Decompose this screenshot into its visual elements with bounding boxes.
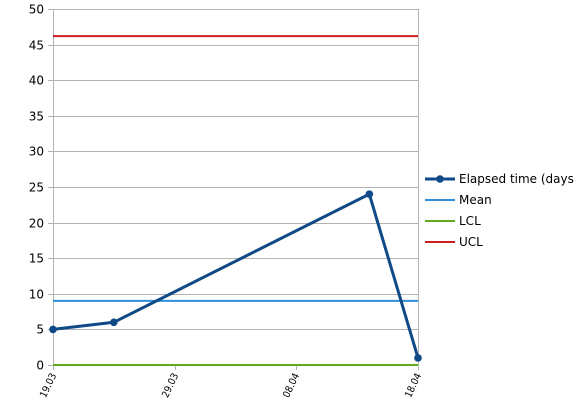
y-tick-label: 45	[29, 39, 44, 53]
axes	[48, 9, 419, 370]
series-line-elapsed-time-days	[52, 192, 420, 359]
series-lines	[49, 35, 422, 366]
legend-label: Mean	[459, 193, 492, 207]
grid-lines	[53, 9, 418, 366]
y-tick-label: 35	[29, 110, 44, 124]
y-tick-label: 5	[36, 323, 44, 337]
y-tick-label: 25	[29, 181, 44, 195]
y-tick-label: 15	[29, 252, 44, 266]
x-tick-label: 08.04	[281, 371, 302, 399]
y-tick-label: 40	[29, 74, 44, 88]
data-point	[414, 354, 422, 362]
y-tick-label: 20	[29, 217, 44, 231]
data-point	[365, 190, 374, 198]
legend-label: LCL	[459, 214, 481, 228]
data-point	[110, 318, 118, 327]
y-tick-label: 50	[29, 3, 44, 17]
y-tick-label: 10	[29, 288, 44, 302]
x-tick-labels: 19.03 29.03 08.04 18.04	[38, 371, 424, 399]
data-point	[49, 325, 57, 334]
legend-label: Elapsed time (days)	[459, 172, 574, 186]
legend-label: UCL	[459, 235, 483, 249]
legend-marker	[436, 175, 444, 183]
x-tick-label: 19.03	[38, 372, 59, 400]
y-tick-label: 30	[29, 145, 44, 159]
y-tick-labels: 0 5 10 15 20 25 30 35 40 45 50	[29, 3, 44, 373]
y-tick-label: 0	[36, 359, 44, 373]
legend: Elapsed time (days) Mean LCL UCL	[425, 172, 574, 249]
x-tick-label: 18.04	[403, 371, 424, 399]
x-tick-label: 29.03	[160, 372, 181, 400]
